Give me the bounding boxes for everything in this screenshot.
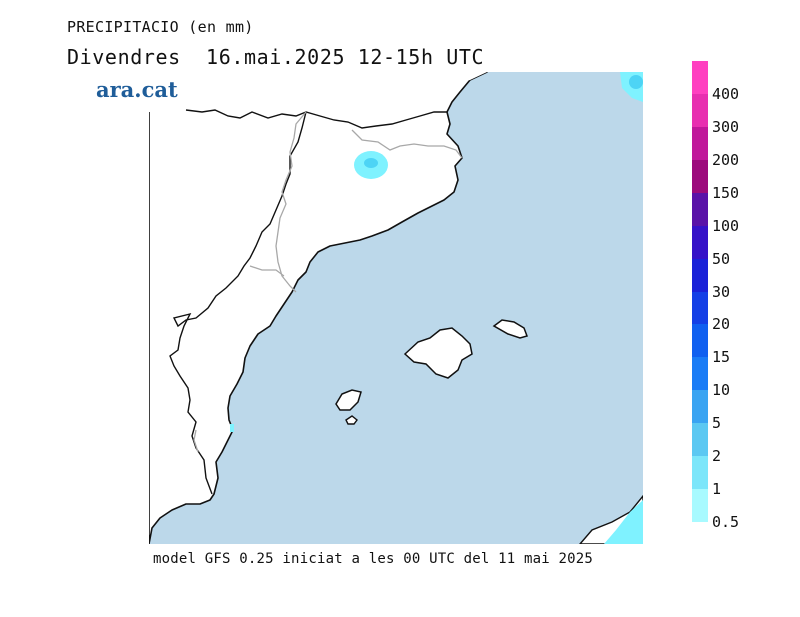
precipitation-cell-pyrenees-core: [364, 158, 378, 168]
legend-label: 150: [712, 183, 740, 202]
map-title: PRECIPITACIO (en mm): [67, 18, 254, 36]
legend-label: 20: [712, 315, 731, 334]
ibiza-island: [335, 389, 362, 411]
formentera-island: [345, 415, 358, 425]
legend-label: 50: [712, 249, 731, 268]
legend-label: 5: [712, 414, 722, 433]
legend-swatch: [692, 61, 708, 95]
precipitation-map: [149, 72, 643, 544]
precipitation-cell-northeast-core: [629, 75, 643, 89]
legend-label: 1: [712, 480, 722, 499]
mainland: [149, 72, 488, 544]
legend-swatch: [692, 192, 708, 227]
western-boundary: [169, 111, 307, 495]
legend-swatch: [692, 390, 708, 424]
legend-swatch: [692, 291, 708, 325]
legend-label: 10: [712, 381, 731, 400]
precipitation-cell-coast: [230, 424, 234, 432]
legend-swatch: [692, 159, 708, 194]
legend-swatch: [692, 489, 708, 523]
regional-border-catalonia: [275, 111, 307, 293]
legend-label: 100: [712, 216, 740, 235]
legend-swatch: [692, 423, 708, 457]
legend-swatch: [692, 126, 708, 161]
forecast-time: Divendres 16.mai.2025 12-15h UTC: [67, 45, 485, 69]
legend-swatch: [692, 258, 708, 292]
menorca-island: [492, 319, 528, 339]
legend-label: 400: [712, 84, 740, 103]
legend-label: 30: [712, 282, 731, 301]
legend-label: 0.5: [712, 513, 740, 531]
legend-label: 2: [712, 447, 722, 466]
legend-label: 15: [712, 348, 731, 367]
regional-border-valencia: [249, 265, 285, 277]
regional-border-south: [193, 429, 199, 453]
precipitation-cell-southeast: [604, 500, 643, 544]
andorra-border: [351, 129, 463, 159]
legend-label: 300: [712, 117, 740, 136]
france-border: [185, 109, 447, 129]
legend-swatch: [692, 357, 708, 391]
mallorca-island: [403, 327, 473, 379]
legend-swatch: [692, 456, 708, 490]
land-north: [149, 72, 487, 112]
ara-cat-logo[interactable]: ara.cat: [96, 77, 178, 102]
legend-label: 200: [712, 150, 740, 169]
legend-swatch: [692, 225, 708, 260]
legend-swatch: [692, 93, 708, 128]
legend-colorbar: [692, 61, 708, 523]
legend-swatch: [692, 324, 708, 358]
model-info: model GFS 0.25 iniciat a les 00 UTC del …: [153, 551, 594, 567]
